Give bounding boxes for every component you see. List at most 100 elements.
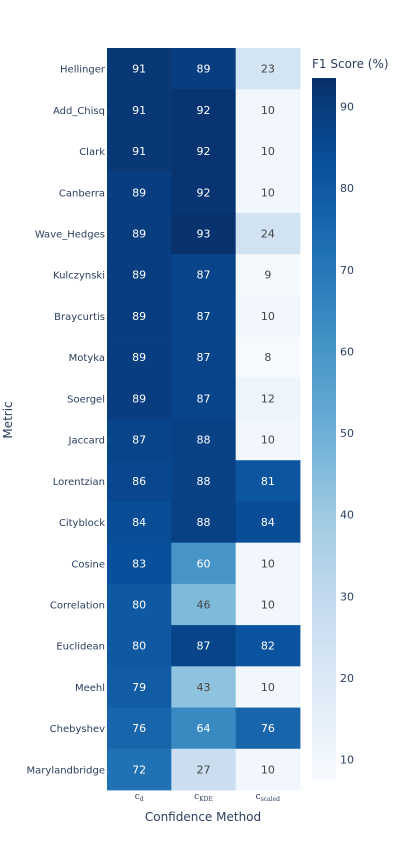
heatmap-cell (171, 130, 237, 173)
cell-value-label: 60 (197, 557, 211, 570)
row-label: Add_Chisq (53, 106, 105, 117)
heatmap-cell (171, 336, 237, 379)
cell-value-label: 8 (264, 351, 271, 364)
heatmap-cell (107, 748, 172, 791)
heatmap-cell (107, 583, 172, 626)
heatmap-cell (107, 460, 172, 502)
column-label: cscaled (256, 792, 281, 803)
cell-value-label: 10 (261, 557, 275, 570)
cell-value-label: 87 (197, 310, 211, 323)
row-label: Kulczynski (53, 271, 105, 282)
heatmap-cell (235, 48, 301, 90)
cell-value-label: 86 (132, 475, 146, 488)
heatmap-cell (107, 542, 172, 585)
cell-value-label: 87 (197, 392, 211, 405)
heatmap-cell (171, 171, 237, 214)
cell-value-label: 80 (132, 640, 146, 653)
heatmap-cell (235, 707, 301, 750)
colorbar-tick-label: 40 (340, 509, 354, 522)
heatmap-cell (107, 171, 172, 214)
cell-value-label: 27 (197, 763, 211, 776)
column-label: cd (135, 792, 144, 803)
cell-value-label: 10 (261, 599, 275, 612)
cell-value-label: 92 (197, 104, 211, 117)
cell-value-label: 91 (132, 104, 146, 117)
heatmap-cell (107, 625, 172, 667)
heatmap-cell (235, 625, 301, 667)
cell-value-label: 93 (197, 228, 211, 241)
heatmap-cell (171, 419, 237, 461)
column-labels: cd cKDE cscaled (135, 792, 280, 803)
heatmap-cell (107, 295, 172, 337)
heatmap-cell (235, 666, 301, 708)
cell-value-label: 92 (197, 145, 211, 158)
heatmap-cell (171, 460, 237, 502)
cell-value-label: 76 (132, 722, 146, 735)
heatmap-cell (235, 171, 301, 214)
cell-value-label: 89 (132, 351, 146, 364)
cell-value-label: 23 (261, 63, 275, 76)
cell-value-label: 64 (197, 722, 211, 735)
heatmap-cell (171, 501, 237, 544)
colorbar-tick-label: 30 (340, 590, 354, 603)
heatmap-cell (171, 748, 237, 791)
row-label: Hellinger (60, 65, 106, 76)
row-label: Lorentzian (53, 477, 105, 488)
heatmap-cell (171, 707, 237, 750)
cell-value-label: 82 (261, 640, 275, 653)
heatmap-cell (171, 48, 237, 90)
row-label: Soergel (67, 394, 105, 405)
heatmap-cell (171, 542, 237, 585)
row-labels: Hellinger Add_Chisq Clark Canberra Wave_Hedg… (27, 65, 106, 777)
cell-value-label: 87 (132, 434, 146, 447)
cell-value-label: 10 (261, 681, 275, 694)
cell-value-label: 81 (261, 475, 275, 488)
cell-value-label: 76 (261, 722, 275, 735)
cell-value-label: 89 (132, 392, 146, 405)
heatmap-cell (107, 666, 172, 708)
cell-value-label: 24 (261, 228, 275, 241)
cell-value-label: 88 (197, 475, 211, 488)
row-label: Wave_Hedges (35, 230, 105, 241)
cell-value-label: 89 (132, 310, 146, 323)
cell-value-label: 12 (261, 392, 275, 405)
heatmap-cell (235, 254, 301, 296)
cell-value-label: 92 (197, 186, 211, 199)
cell-value-label: 10 (261, 145, 275, 158)
x-axis-title: Confidence Method (145, 810, 261, 824)
cell-value-label: 87 (197, 640, 211, 653)
cell-value-label: 87 (197, 269, 211, 282)
row-label: Meehl (75, 683, 105, 694)
heatmap-cell (107, 501, 172, 544)
heatmap-cell (235, 130, 301, 173)
cell-value-label: 9 (264, 269, 271, 282)
column-label: cKDE (194, 792, 213, 803)
cell-value-label: 88 (197, 434, 211, 447)
row-label: Clark (79, 147, 105, 158)
heatmap-cell (171, 212, 237, 255)
cell-value-label: 72 (132, 763, 146, 776)
heatmap-cell (107, 212, 172, 255)
colorbar-tick-label: 60 (340, 345, 354, 358)
heatmap-cell (171, 295, 237, 337)
heatmap-cell (107, 419, 172, 461)
heatmap-cell (171, 89, 237, 131)
row-label: Jaccard (68, 436, 105, 447)
heatmap-cell (235, 295, 301, 337)
heatmap-cell (235, 542, 301, 585)
cell-value-label: 80 (132, 599, 146, 612)
cell-value-label: 89 (197, 63, 211, 76)
row-label: Marylandbridge (27, 765, 105, 776)
heatmap-cell (107, 707, 172, 750)
cell-value-label: 43 (197, 681, 211, 694)
cell-value-label: 84 (261, 516, 275, 529)
colorbar (312, 78, 336, 780)
row-label: Euclidean (56, 642, 105, 653)
row-label: Correlation (50, 601, 105, 612)
heatmap-cell (235, 336, 301, 379)
row-label: Canberra (59, 188, 105, 199)
row-label: Motyka (69, 353, 105, 364)
cell-value-label: 10 (261, 434, 275, 447)
